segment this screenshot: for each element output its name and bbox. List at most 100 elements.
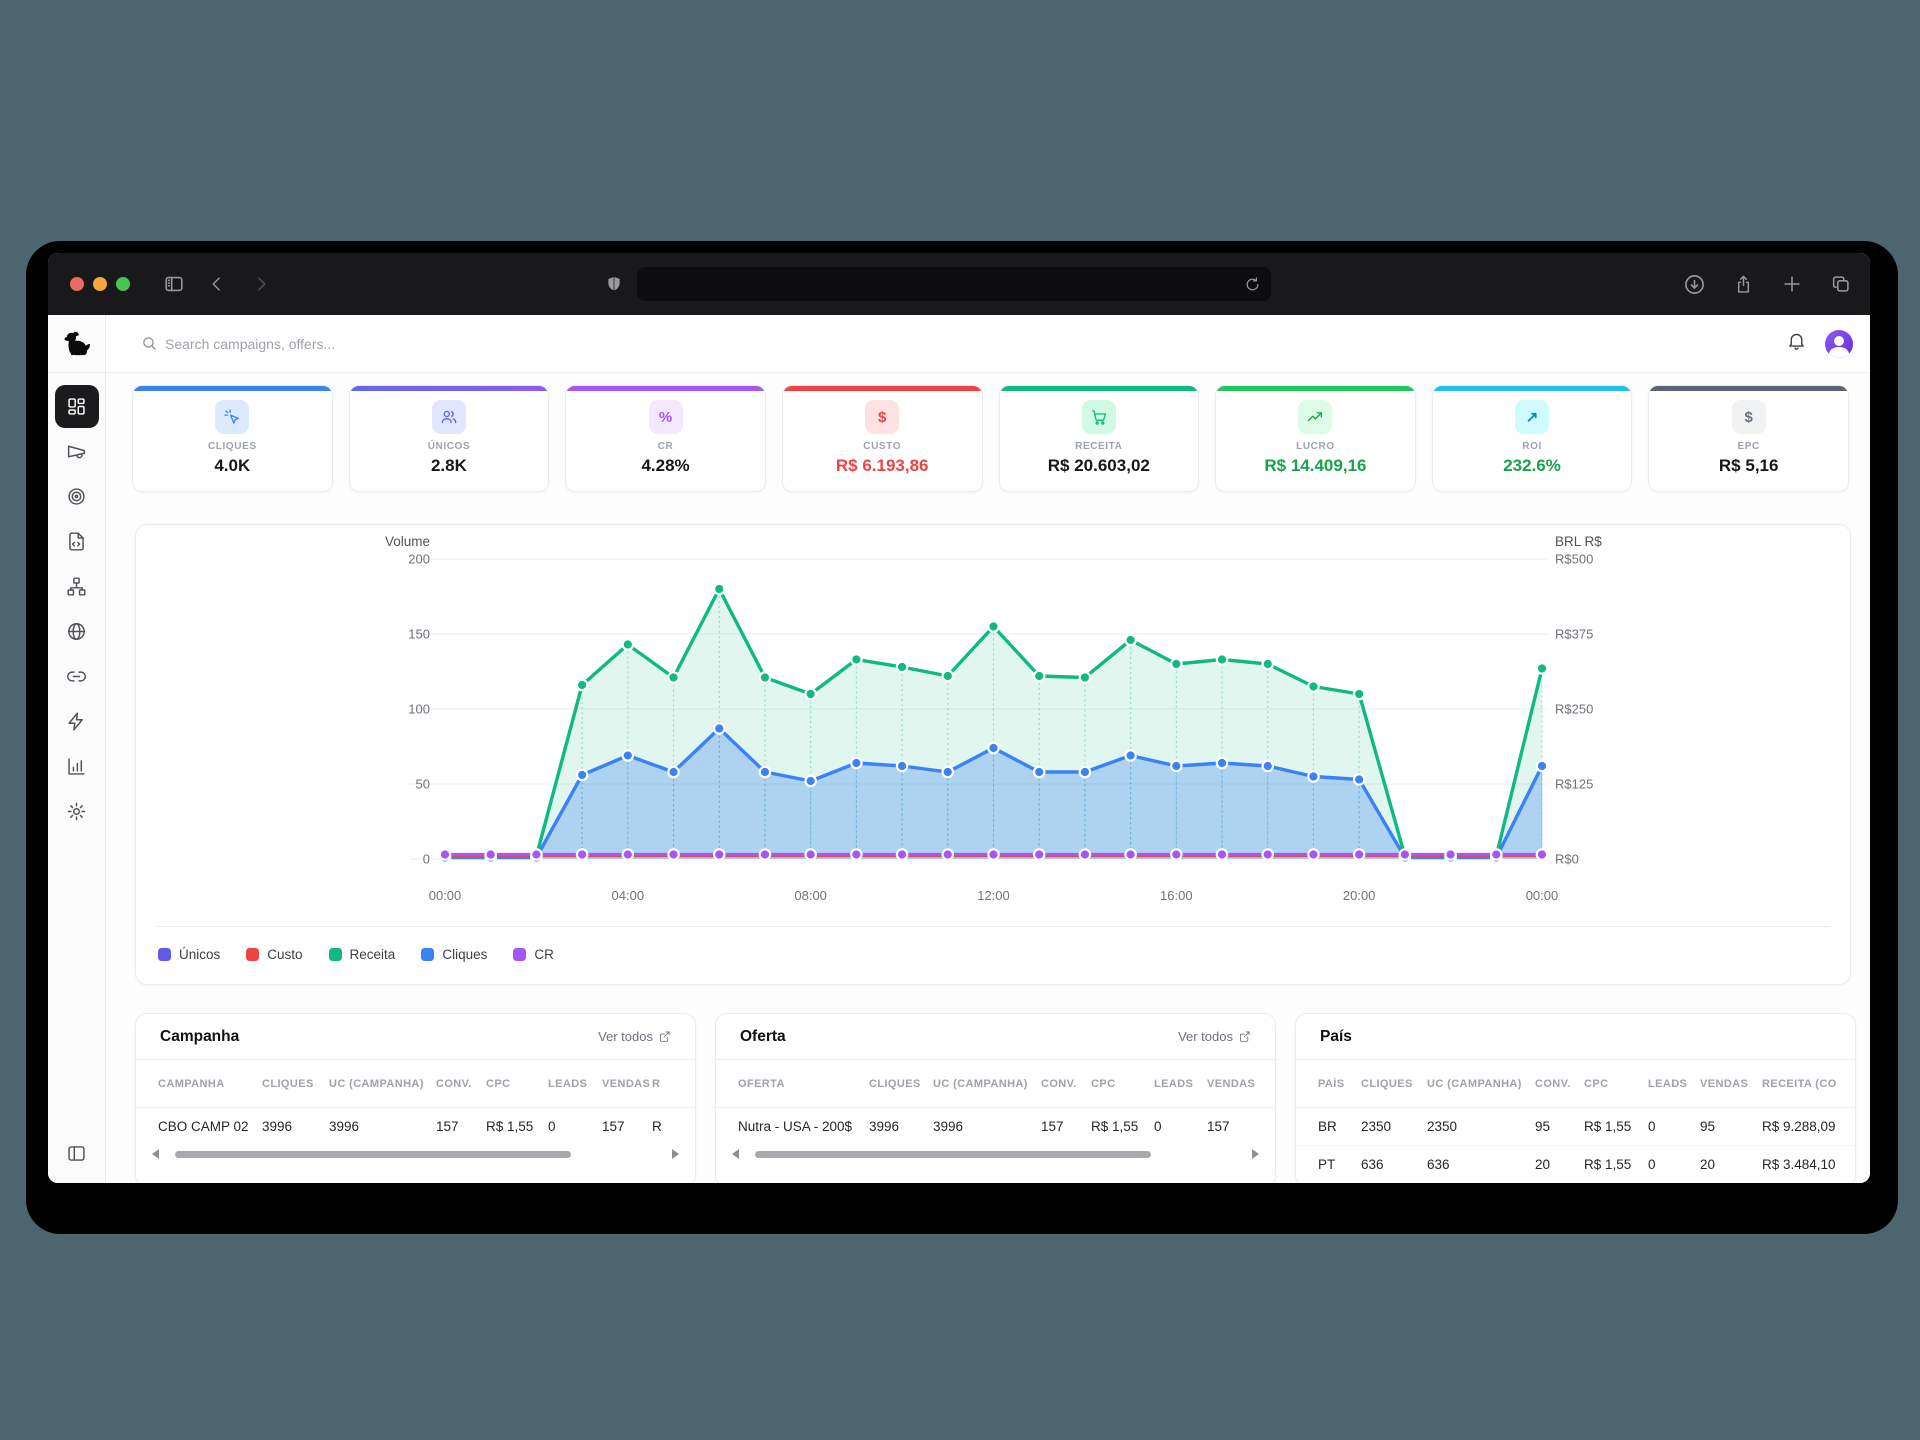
- url-bar[interactable]: [637, 267, 1271, 301]
- table-row[interactable]: Nutra - USA - 200$ 3996 3996 157 R$ 1,55 0 157: [716, 1108, 1275, 1145]
- external-link-icon: [1240, 1031, 1250, 1042]
- chart-legend: Únicos Custo Receita Cliques CR: [158, 947, 554, 962]
- stat-card-únicos[interactable]: ÚNICOS 2.8K: [348, 385, 550, 492]
- table-cell: CBO CAMP 02: [158, 1119, 249, 1134]
- legend-item-cliques[interactable]: Cliques: [421, 947, 487, 962]
- column-header: LEADS: [1648, 1077, 1688, 1090]
- table-cell: 0: [1154, 1119, 1162, 1134]
- zoom-button[interactable]: [116, 277, 130, 291]
- sidebar-item-bar-chart[interactable]: [55, 745, 99, 788]
- tabs-overview-icon[interactable]: [1830, 273, 1852, 295]
- link-icon: [67, 671, 86, 682]
- sidebar-toggle-icon[interactable]: [163, 273, 185, 295]
- cart-icon: [1091, 410, 1106, 425]
- table-scrollbar[interactable]: [716, 1145, 1275, 1159]
- legend-item-cr[interactable]: CR: [513, 947, 554, 962]
- stat-card-cr[interactable]: % CR 4.28%: [565, 385, 766, 492]
- ver-todos-link[interactable]: Ver todos: [1178, 1029, 1251, 1044]
- table-row[interactable]: CBO CAMP 02 3996 3996 157 R$ 1,55 0 157 R: [136, 1108, 695, 1145]
- stat-card-receita[interactable]: RECEITA R$ 20.603,02: [998, 385, 1200, 492]
- table-title-row: País: [1296, 1014, 1855, 1060]
- card-accent-bar: [1216, 386, 1415, 391]
- stat-label: CUSTO: [863, 441, 902, 452]
- table-cell: 3996: [262, 1119, 293, 1134]
- stat-card-cliques[interactable]: CLIQUES 4.0K: [132, 385, 333, 492]
- table-cell: 3996: [329, 1119, 360, 1134]
- sidebar-item-target[interactable]: [55, 475, 99, 518]
- new-tab-icon[interactable]: [1781, 273, 1803, 295]
- card-icon-chip: ↗: [1515, 400, 1550, 434]
- shield-icon[interactable]: [605, 274, 623, 294]
- table-cell: 157: [1207, 1119, 1230, 1134]
- column-header: UC (CAMPANHA): [1427, 1077, 1522, 1090]
- dollar-icon: $: [878, 408, 887, 426]
- downloads-icon[interactable]: [1683, 273, 1706, 296]
- scroll-left-icon[interactable]: [732, 1149, 739, 1159]
- notifications-bell-icon[interactable]: [1786, 330, 1807, 357]
- share-icon[interactable]: [1733, 273, 1754, 296]
- column-header: LEADS: [548, 1077, 588, 1090]
- user-avatar[interactable]: [1825, 329, 1853, 358]
- legend-label: Receita: [349, 947, 396, 962]
- sidebar-item-settings-gear[interactable]: [55, 790, 99, 833]
- legend-item-receita[interactable]: Receita: [328, 947, 396, 962]
- browser-window: Search campaigns, offers... CLIQUES 4.0K Ú…: [48, 253, 1870, 1183]
- svg-text:00:00: 00:00: [429, 888, 462, 903]
- dollar-icon: $: [1744, 408, 1753, 426]
- dashboard-grid-icon: [68, 398, 85, 415]
- table-cell: R$ 1,55: [1584, 1119, 1632, 1134]
- stat-card-roi[interactable]: ↗ ROI 232.6%: [1431, 385, 1633, 492]
- stat-card-custo[interactable]: $ CUSTO R$ 6.193,86: [781, 385, 983, 492]
- scrollbar-track[interactable]: [165, 1150, 666, 1158]
- scrollbar-thumb[interactable]: [175, 1150, 571, 1158]
- settings-gear-icon: [67, 802, 86, 821]
- svg-text:200: 200: [408, 552, 430, 567]
- scroll-left-icon[interactable]: [152, 1149, 159, 1159]
- table-row[interactable]: PT 636 636 20 R$ 1,55 0 20 R$ 3.484,10: [1296, 1146, 1855, 1183]
- reload-icon[interactable]: [1244, 276, 1261, 293]
- stat-card-lucro[interactable]: LUCRO R$ 14.409,16: [1215, 385, 1416, 492]
- table-cell: R$ 1,55: [1091, 1119, 1139, 1134]
- sidebar-item-file-code[interactable]: [55, 520, 99, 563]
- column-header: CAMPANHA: [158, 1077, 225, 1090]
- svg-text:08:00: 08:00: [794, 888, 827, 903]
- titlebar-actions: [1683, 273, 1852, 296]
- sidebar-item-link[interactable]: [55, 655, 99, 698]
- ver-todos-link[interactable]: Ver todos: [598, 1029, 671, 1044]
- search-input[interactable]: Search campaigns, offers...: [165, 335, 336, 352]
- trending-up-icon: [1308, 412, 1323, 422]
- sidebar-item-megaphone[interactable]: [55, 430, 99, 473]
- column-header: CPC: [1584, 1077, 1609, 1090]
- table-cell: 2350: [1427, 1119, 1458, 1134]
- stat-label: ROI: [1522, 441, 1542, 452]
- scroll-right-icon[interactable]: [1252, 1149, 1259, 1159]
- back-icon[interactable]: [207, 274, 227, 294]
- column-header: CLIQUES: [869, 1077, 921, 1090]
- sidebar-item-zap[interactable]: [55, 700, 99, 743]
- stat-card-epc[interactable]: $ EPC R$ 5,16: [1648, 385, 1849, 492]
- collapse-sidebar-icon[interactable]: [66, 1143, 87, 1169]
- traffic-chart[interactable]: 200 R$500 150 R$375 100 R$250 50 R$125 0 R$0 Volum…: [136, 525, 1847, 925]
- legend-swatch: [328, 948, 342, 961]
- table-row[interactable]: BR 2350 2350 95 R$ 1,55 0 95 R$ 9.288,09: [1296, 1108, 1855, 1146]
- sidebar-item-network[interactable]: [55, 565, 99, 608]
- svg-text:Volume: Volume: [385, 534, 430, 549]
- column-header: CPC: [1091, 1077, 1116, 1090]
- close-button[interactable]: [70, 277, 84, 291]
- scrollbar-track[interactable]: [745, 1150, 1246, 1158]
- forward-icon[interactable]: [251, 274, 271, 294]
- table-scrollbar[interactable]: [136, 1145, 695, 1159]
- table-cell: 0: [548, 1119, 556, 1134]
- svg-text:150: 150: [408, 627, 430, 642]
- sidebar-item-globe[interactable]: [55, 610, 99, 653]
- sidebar-item-dashboard-grid[interactable]: [54, 385, 99, 428]
- legend-item-únicos[interactable]: Únicos: [158, 947, 220, 962]
- card-accent-bar: [349, 386, 549, 391]
- legend-item-custo[interactable]: Custo: [246, 947, 303, 962]
- dog-logo[interactable]: [48, 315, 105, 373]
- card-icon-chip: [1081, 400, 1116, 434]
- scrollbar-thumb[interactable]: [755, 1150, 1151, 1158]
- minimize-button[interactable]: [93, 277, 107, 291]
- scroll-right-icon[interactable]: [672, 1149, 679, 1159]
- table-cell: 636: [1427, 1157, 1450, 1172]
